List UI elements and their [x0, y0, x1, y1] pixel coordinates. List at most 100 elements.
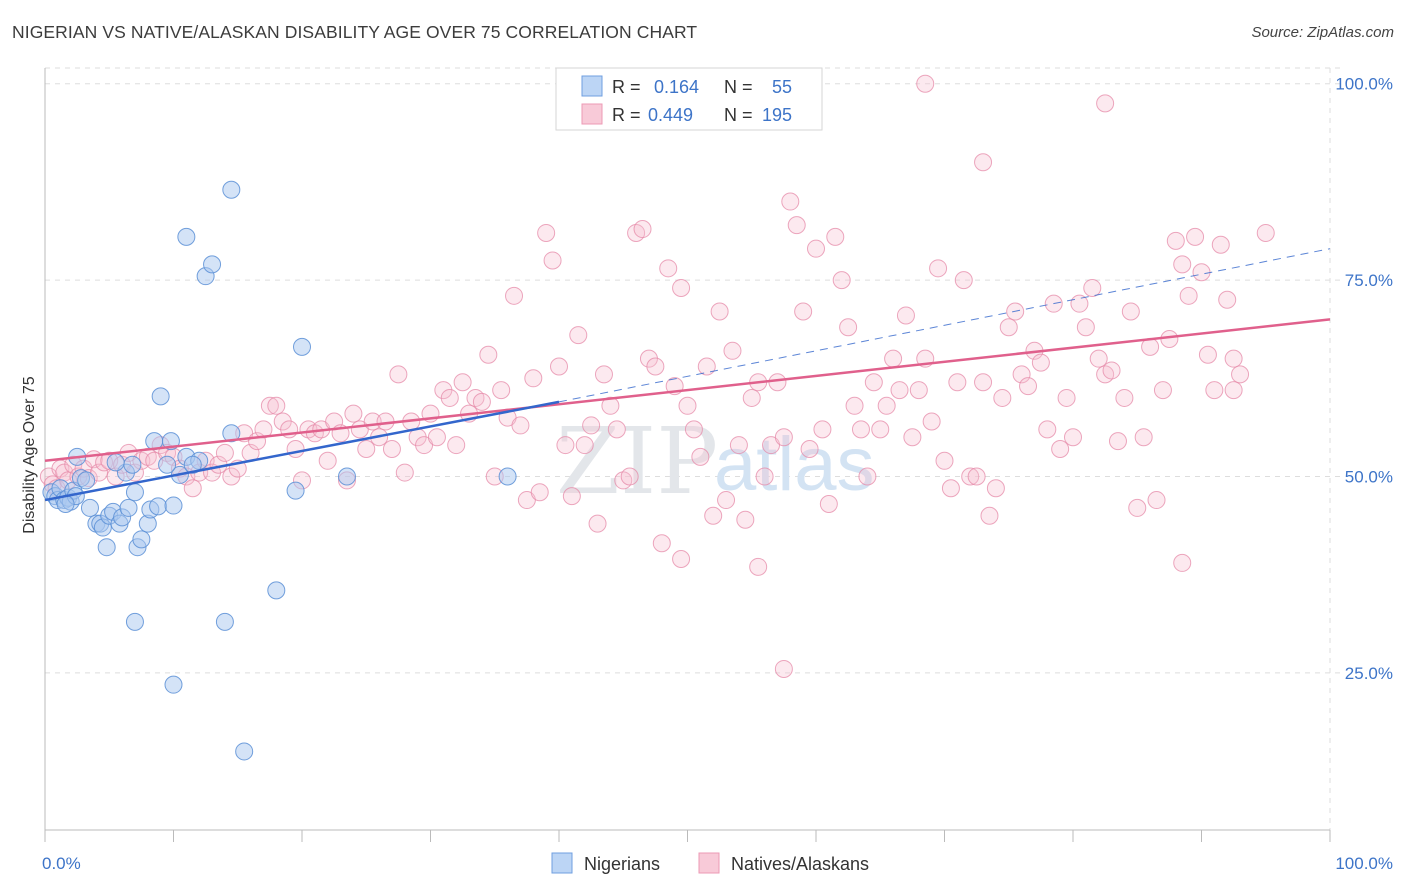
- legend-n-value-2: 195: [762, 105, 792, 125]
- natives-point-159: [1038, 420, 1057, 439]
- natives-point-176: [1147, 491, 1166, 510]
- nigerians-point-30: [149, 497, 168, 516]
- natives-point-133: [871, 420, 890, 439]
- trend-lines: [44, 248, 1331, 502]
- x-tick-label-1: 100.0%: [1335, 854, 1393, 873]
- natives-point-111: [729, 436, 748, 455]
- natives-point-156: [1019, 377, 1038, 396]
- natives-point-94: [620, 467, 639, 486]
- y-tick-label-3: 100.0%: [1335, 75, 1393, 94]
- nigerians-point-36: [151, 387, 170, 406]
- nigerians-point-39: [183, 455, 202, 474]
- natives-point-191: [1096, 94, 1115, 113]
- nigerians-trend-line: [44, 400, 560, 502]
- natives-point-170: [1108, 432, 1127, 451]
- natives-point-163: [1064, 428, 1082, 447]
- natives-point-143: [935, 451, 954, 470]
- natives-point-181: [1179, 286, 1198, 305]
- natives-point-147: [961, 467, 980, 486]
- nigerians-points: [42, 180, 517, 761]
- nigerians-point-17: [97, 538, 116, 557]
- nigerians-point-45: [293, 337, 311, 356]
- natives-point-128: [839, 318, 858, 337]
- natives-point-109: [717, 491, 736, 510]
- natives-point-155: [1012, 365, 1031, 384]
- bottom-legend-label-nigerians: Nigerians: [584, 854, 660, 874]
- natives-point-99: [652, 534, 671, 553]
- natives-point-100: [659, 259, 678, 278]
- natives-point-179: [1166, 231, 1185, 250]
- legend-r-value-1: 0.164: [654, 77, 699, 97]
- natives-point-117: [768, 373, 787, 392]
- natives-point-142: [929, 259, 948, 278]
- natives-point-186: [1211, 235, 1230, 254]
- natives-trend-line: [44, 318, 1331, 463]
- nigerians-point-35: [158, 455, 177, 474]
- natives-point-110: [723, 341, 742, 360]
- natives-point-104: [684, 420, 703, 439]
- nigerians-point-51: [235, 742, 254, 761]
- natives-point-158: [1031, 353, 1050, 372]
- natives-point-182: [1186, 227, 1205, 246]
- nigerians-point-24: [125, 483, 144, 502]
- y-tick-label-2: 75.0%: [1345, 271, 1393, 290]
- natives-point-113: [742, 388, 761, 407]
- nigerians-point-53: [222, 180, 241, 199]
- y-tick-label-0: 25.0%: [1345, 664, 1393, 683]
- natives-point-59: [395, 463, 414, 482]
- natives-point-74: [492, 381, 511, 400]
- nigerians-point-44: [286, 481, 305, 500]
- natives-point-167: [1089, 349, 1108, 368]
- natives-point-150: [980, 506, 999, 525]
- natives-point-153: [999, 318, 1018, 337]
- y-axis-title: Disability Age Over 75: [21, 376, 38, 534]
- natives-point-126: [826, 227, 845, 246]
- natives-point-102: [672, 278, 691, 297]
- natives-point-58: [389, 365, 408, 384]
- natives-point-197: [1256, 223, 1275, 242]
- natives-point-146: [954, 271, 973, 290]
- legend-n-label-1: N =: [724, 77, 753, 97]
- nigerians-point-23: [119, 498, 138, 517]
- bottom-legend-label-natives: Natives/Alaskans: [731, 854, 869, 874]
- nigerians-point-43: [177, 227, 196, 246]
- natives-point-198: [1224, 349, 1243, 368]
- natives-point-161: [1051, 440, 1070, 458]
- natives-point-120: [787, 216, 806, 235]
- natives-point-115: [755, 467, 774, 486]
- legend-r-label-2: R =: [612, 105, 641, 125]
- natives-point-119: [781, 192, 800, 211]
- natives-point-151: [986, 479, 1005, 498]
- natives-point-57: [382, 440, 401, 458]
- natives-point-180: [1173, 255, 1192, 274]
- natives-point-174: [1134, 428, 1153, 447]
- natives-point-177: [1153, 381, 1172, 400]
- natives-point-129: [845, 396, 864, 415]
- natives-point-130: [851, 420, 870, 439]
- natives-point-131: [858, 467, 877, 486]
- natives-point-192: [974, 153, 993, 172]
- natives-point-172: [1121, 302, 1140, 321]
- natives-point-90: [594, 365, 613, 384]
- natives-point-26: [183, 479, 202, 498]
- nigerians-point-31: [123, 455, 142, 474]
- chart-title: NIGERIAN VS NATIVE/ALASKAN DISABILITY AG…: [12, 22, 698, 42]
- natives-point-79: [524, 369, 543, 388]
- natives-point-183: [1192, 263, 1211, 282]
- natives-point-38: [260, 396, 279, 415]
- nigerians-point-26: [132, 530, 151, 549]
- natives-point-193: [774, 659, 793, 678]
- natives-point-68: [453, 373, 472, 392]
- bottom-legend-swatch-natives: [698, 852, 720, 874]
- natives-point-84: [556, 436, 575, 455]
- natives-point-187: [1218, 290, 1237, 309]
- natives-point-134: [877, 396, 896, 415]
- natives-point-106: [697, 357, 716, 376]
- natives-point-121: [794, 302, 813, 321]
- natives-point-108: [710, 302, 729, 321]
- natives-point-51: [344, 404, 363, 423]
- natives-point-178: [1160, 330, 1179, 349]
- natives-point-98: [646, 357, 665, 376]
- natives-point-103: [678, 396, 697, 415]
- nigerians-point-49: [125, 612, 144, 631]
